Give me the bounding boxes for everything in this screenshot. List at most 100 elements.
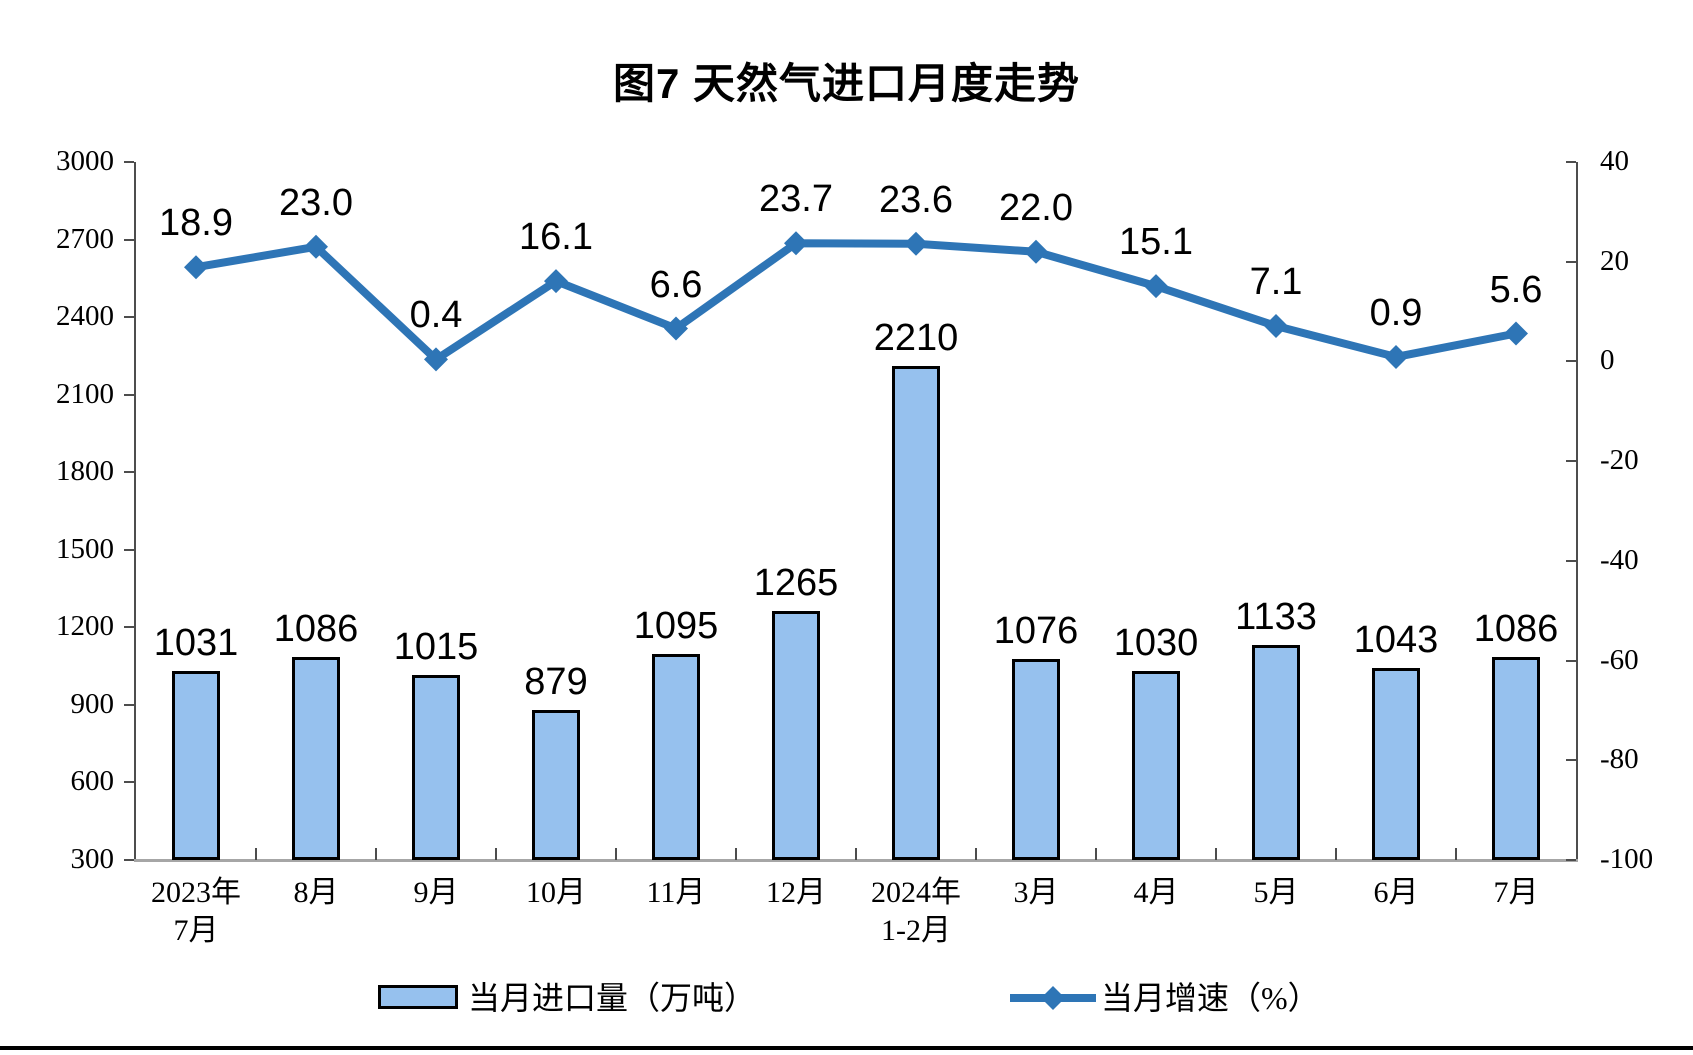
- y-axis-right-tick: [1566, 260, 1576, 263]
- y-axis-right-tick: [1566, 759, 1576, 762]
- y-axis-left-label: 2100: [56, 377, 114, 410]
- y-axis-left-tick: [124, 471, 134, 474]
- y-axis-right-label: 40: [1600, 145, 1629, 177]
- bar-value-label: 1265: [753, 561, 839, 604]
- x-axis-label: 8月: [293, 876, 339, 909]
- bar-value-label: 1015: [393, 626, 479, 669]
- bar: [772, 610, 820, 860]
- chart-title: 图7 天然气进口月度走势: [612, 60, 1081, 107]
- x-axis-label: 2023年 7月: [151, 876, 241, 947]
- bar: [292, 656, 340, 860]
- bar: [1252, 644, 1300, 860]
- bar-value-label: 1086: [1473, 607, 1559, 650]
- line-marker: [184, 255, 208, 280]
- x-axis-tick: [975, 848, 977, 860]
- y-axis-right-label: -80: [1600, 743, 1639, 776]
- y-axis-left-tick: [124, 316, 134, 319]
- x-axis-tick: [375, 848, 377, 860]
- line-value-label: 6.6: [649, 263, 703, 306]
- bar: [1492, 656, 1540, 860]
- line-marker: [304, 234, 328, 259]
- y-axis-left-label: 1800: [56, 455, 114, 488]
- bar: [652, 654, 700, 860]
- x-axis-label: 10月: [526, 876, 586, 909]
- y-axis-left-label: 600: [70, 765, 115, 798]
- y-axis-right-tick: [1566, 559, 1576, 562]
- line-marker: [664, 316, 688, 341]
- bar-value-label: 1076: [993, 610, 1079, 653]
- x-axis-label: 4月: [1133, 876, 1179, 909]
- y-axis-right-label: -20: [1600, 444, 1639, 477]
- line-marker: [424, 347, 448, 372]
- line-value-label: 15.1: [1119, 221, 1193, 264]
- line-marker: [1144, 274, 1168, 299]
- y-axis-left-tick: [124, 626, 134, 629]
- line-marker: [1504, 321, 1528, 346]
- line-value-label: 5.6: [1489, 268, 1543, 311]
- line-value-label: 16.1: [519, 216, 593, 259]
- line-value-label: 23.7: [759, 178, 833, 221]
- line-value-label: 22.0: [999, 186, 1073, 229]
- x-axis-label: 5月: [1253, 876, 1299, 909]
- y-axis-left: [134, 162, 136, 860]
- bar-series-swatch: [378, 985, 458, 1009]
- y-axis-right-tick: [1566, 460, 1576, 463]
- x-axis-tick: [615, 848, 617, 860]
- line-marker: [1024, 239, 1048, 264]
- line-value-label: 0.4: [409, 294, 463, 337]
- line-marker: [1384, 344, 1408, 369]
- line-value-label: 23.6: [879, 178, 953, 221]
- y-axis-left-label: 1200: [56, 610, 114, 643]
- page-bottom-rule: [0, 1046, 1693, 1050]
- y-axis-right-tick: [1566, 161, 1576, 163]
- y-axis-right-tick: [1566, 859, 1576, 861]
- y-axis-left-label: 2400: [56, 300, 114, 333]
- y-axis-right-label: 20: [1600, 244, 1629, 277]
- bar-value-label: 879: [524, 661, 588, 704]
- y-axis-right-label: 0: [1600, 344, 1615, 377]
- y-axis-left-tick: [124, 393, 134, 396]
- line-marker: [784, 231, 808, 256]
- bar: [412, 675, 460, 860]
- line-marker: [544, 269, 568, 294]
- x-axis-label: 7月: [1493, 876, 1539, 909]
- y-axis-left-label: 900: [70, 687, 115, 720]
- x-axis-label: 3月: [1013, 876, 1059, 909]
- x-axis-label: 2024年 1-2月: [871, 876, 961, 947]
- x-axis-tick: [735, 848, 737, 860]
- bar-value-label: 1095: [633, 605, 719, 648]
- x-axis-tick: [255, 848, 257, 860]
- line-marker: [1264, 314, 1288, 339]
- y-axis-left-tick: [124, 859, 134, 861]
- y-axis-right: [1576, 162, 1578, 860]
- x-axis-line: [134, 859, 1578, 862]
- bar: [172, 671, 220, 860]
- y-axis-left-tick: [124, 548, 134, 551]
- y-axis-left-label: 300: [70, 843, 115, 875]
- bar: [1372, 667, 1420, 860]
- x-axis-label: 9月: [413, 876, 459, 909]
- x-axis-tick: [1095, 848, 1097, 860]
- line-marker: [904, 231, 928, 256]
- x-axis-label: 6月: [1373, 876, 1419, 909]
- y-axis-left-tick: [124, 161, 134, 163]
- x-axis-label: 12月: [766, 876, 826, 909]
- bar-value-label: 1030: [1113, 622, 1199, 665]
- bar: [892, 366, 940, 860]
- y-axis-right-tick: [1566, 659, 1576, 662]
- x-axis-tick: [855, 848, 857, 860]
- bar-value-label: 2210: [873, 317, 959, 360]
- y-axis-right-tick: [1566, 360, 1576, 363]
- x-axis-tick: [1335, 848, 1337, 860]
- y-axis-left-tick: [124, 238, 134, 241]
- y-axis-right-label: -100: [1600, 843, 1654, 875]
- y-axis-right-label: -60: [1600, 643, 1639, 676]
- x-axis-tick: [1455, 848, 1457, 860]
- legend-label-growth: 当月增速（%）: [1101, 980, 1320, 1016]
- y-axis-right-label: -40: [1600, 543, 1639, 576]
- y-axis-left-tick: [124, 703, 134, 706]
- bar-value-label: 1133: [1235, 595, 1317, 638]
- bar: [1012, 659, 1060, 860]
- y-axis-left-label: 3000: [56, 145, 114, 177]
